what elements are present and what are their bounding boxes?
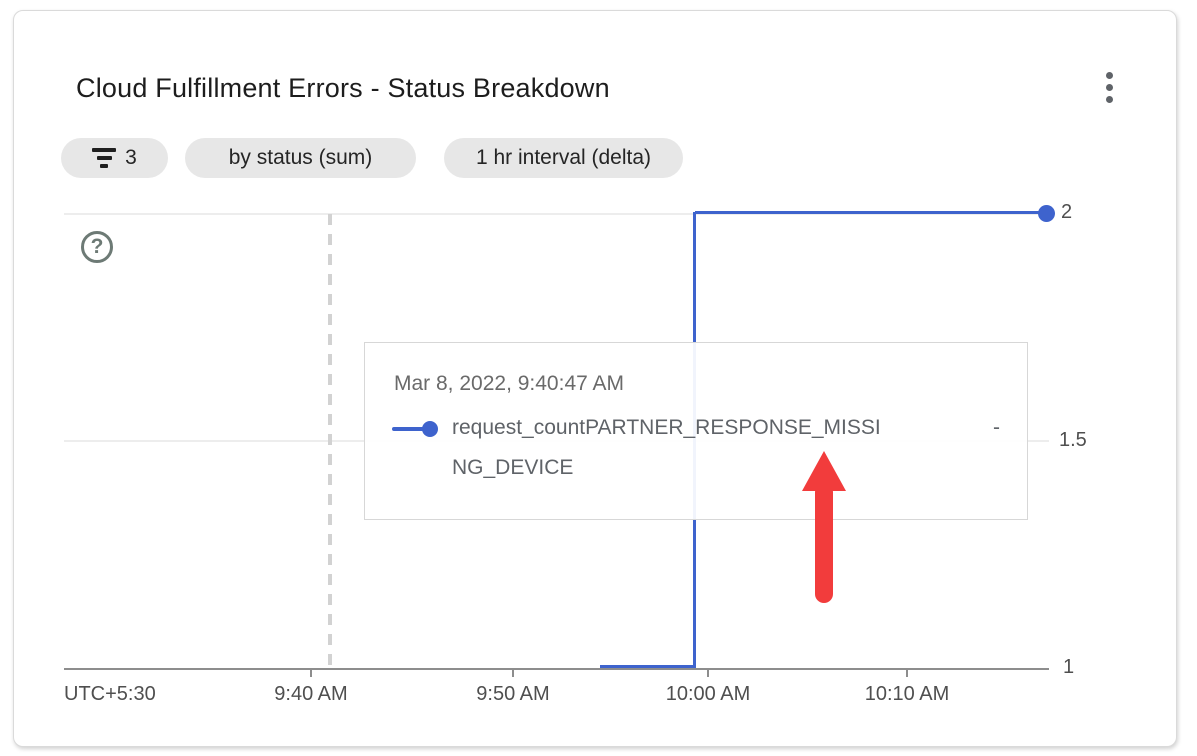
group-by-chip[interactable]: by status (sum)	[185, 138, 416, 178]
tooltip-timestamp: Mar 8, 2022, 9:40:47 AM	[394, 372, 624, 395]
tooltip-value: -	[993, 416, 1000, 439]
x-tick-label-1010: 10:10 AM	[864, 683, 950, 705]
filter-icon	[92, 148, 117, 168]
series-line-high-segment	[695, 211, 1046, 214]
more-options-button[interactable]	[1096, 65, 1122, 109]
chart-title: Cloud Fulfillment Errors - Status Breakd…	[76, 73, 610, 103]
y-tick-label-1: 1	[1063, 656, 1075, 678]
series-line-low-segment	[600, 665, 695, 668]
x-tick-label-1000: 10:00 AM	[665, 683, 751, 705]
series-legend-line-icon	[392, 427, 428, 431]
x-tick-label-950: 9:50 AM	[476, 683, 550, 705]
gridline-y2	[64, 213, 1049, 215]
chart-tooltip: Mar 8, 2022, 9:40:47 AM request_countPAR…	[364, 342, 1028, 520]
x-axis-tick	[707, 670, 709, 677]
chip-row: 3 by status (sum) 1 hr interval (delta)	[14, 138, 1176, 178]
red-annotation-arrow-icon	[802, 451, 846, 603]
interval-chip[interactable]: 1 hr interval (delta)	[444, 138, 683, 178]
series-legend-dot-icon	[422, 421, 438, 437]
x-axis-line	[64, 668, 1049, 670]
interval-label: 1 hr interval (delta)	[475, 146, 652, 169]
series-end-point-marker	[1038, 205, 1055, 222]
crosshair-dashed-line	[328, 214, 332, 668]
y-tick-label-1-5: 1.5	[1059, 429, 1087, 451]
group-by-label: by status (sum)	[228, 146, 373, 169]
x-axis-tick	[310, 670, 312, 677]
filter-count-chip[interactable]: 3	[61, 138, 168, 178]
x-axis-tick	[512, 670, 514, 677]
chart-card: Cloud Fulfillment Errors - Status Breakd…	[13, 10, 1177, 747]
tooltip-series-name-line2: NG_DEVICE	[452, 456, 574, 479]
timezone-label: UTC+5:30	[64, 683, 156, 705]
filter-count-label: 3	[125, 146, 137, 169]
x-tick-label-940: 9:40 AM	[274, 683, 348, 705]
help-glyph: ?	[90, 235, 104, 258]
x-axis-tick	[906, 670, 908, 677]
help-icon[interactable]: ?	[81, 231, 113, 263]
y-tick-label-2: 2	[1061, 201, 1073, 223]
tooltip-series-name-line1: request_countPARTNER_RESPONSE_MISSI	[452, 416, 881, 439]
kebab-menu-icon	[1105, 83, 1113, 91]
kebab-menu-icon	[1105, 95, 1113, 103]
kebab-menu-icon	[1105, 71, 1113, 79]
